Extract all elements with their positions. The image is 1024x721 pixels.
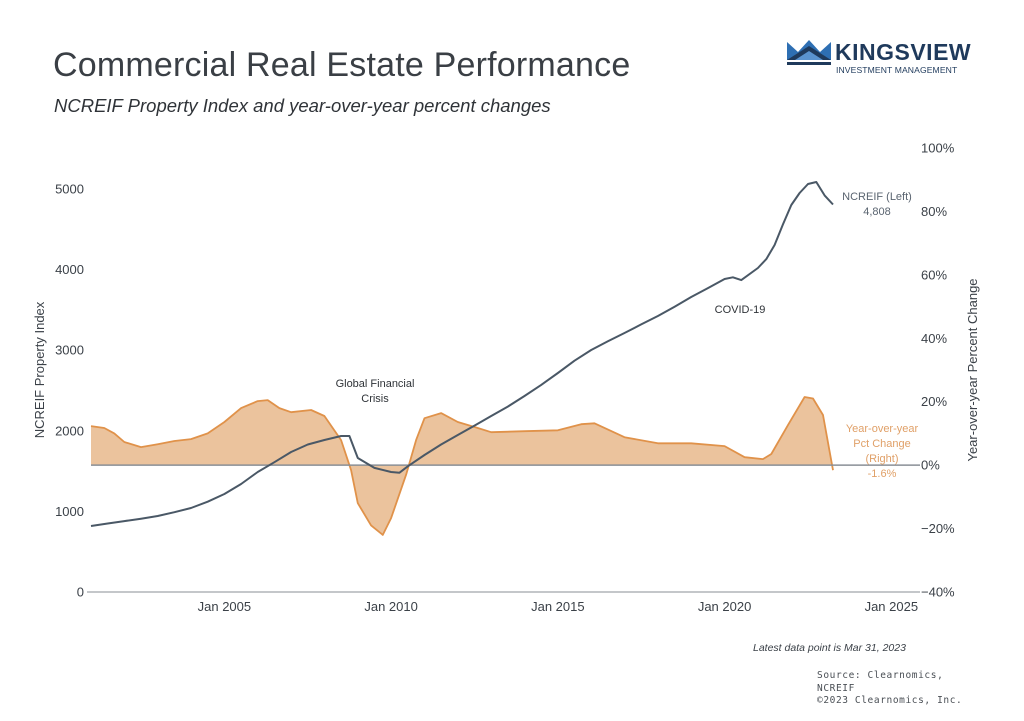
line-layer	[90, 181, 834, 527]
yoy-legend-label: (Right)	[865, 453, 898, 465]
x-tick-label: Jan 2020	[698, 599, 752, 614]
right-tick-label: 20%	[921, 394, 947, 409]
right-tick-label: 40%	[921, 331, 947, 346]
ncreif-index-line	[90, 181, 834, 527]
kingsview-logo: KINGSVIEW INVESTMENT MANAGEMENT	[787, 38, 971, 78]
left-tick-label: 0	[77, 585, 84, 600]
chart-subtitle: NCREIF Property Index and year-over-year…	[54, 95, 551, 116]
right-axis-title: Year-over-year Percent Change	[965, 278, 980, 461]
yoy-area-outline	[90, 396, 834, 536]
right-tick-label: 80%	[921, 204, 947, 219]
right-tick-label: −40%	[921, 585, 955, 600]
x-tick-label: Jan 2005	[198, 599, 252, 614]
annotation-label: Crisis	[361, 393, 389, 405]
left-tick-label: 3000	[55, 343, 84, 358]
source-line: Source: Clearnomics,	[817, 670, 944, 681]
left-tick-label: 1000	[55, 504, 84, 519]
ncreif-legend-label: NCREIF (Left)	[842, 191, 912, 203]
chart-title: Commercial Real Estate Performance	[53, 46, 631, 84]
x-tick-label: Jan 2015	[531, 599, 585, 614]
left-axis-title: NCREIF Property Index	[32, 301, 47, 438]
right-tick-label: 0%	[921, 458, 940, 473]
inline-legends: NCREIF (Left) 4,808 Year-over-year Pct Chan…	[842, 191, 918, 480]
ncreif-legend-label: 4,808	[863, 206, 891, 218]
x-axis: Jan 2005 Jan 2010 Jan 2015 Jan 2020 Jan 2025	[198, 599, 918, 614]
annotations: Global Financial Crisis COVID-19	[336, 304, 766, 405]
yoy-legend-label: Pct Change	[853, 438, 910, 450]
yoy-legend-label: Year-over-year	[846, 423, 919, 435]
area-layer	[90, 396, 834, 536]
yoy-area-fill	[91, 397, 833, 535]
crown-icon	[787, 40, 831, 65]
right-axis: −40% −20% 0% 20% 40% 60% 80% 100%	[921, 141, 955, 600]
right-tick-label: −20%	[921, 521, 955, 536]
right-tick-label: 100%	[921, 141, 955, 156]
yoy-legend-label: -1.6%	[868, 468, 897, 480]
source-line: ©2023 Clearnomics, Inc.	[817, 695, 963, 706]
left-tick-label: 4000	[55, 262, 84, 277]
source-credit: Source: Clearnomics, NCREIF ©2023 Clearn…	[817, 670, 962, 708]
right-tick-label: 60%	[921, 267, 947, 282]
left-tick-label: 5000	[55, 182, 84, 197]
logo-wordmark: KINGSVIEW	[835, 39, 972, 65]
logo-tagline: INVESTMENT MANAGEMENT	[836, 65, 958, 75]
annotation-label: COVID-19	[715, 304, 766, 316]
x-tick-label: Jan 2010	[364, 599, 418, 614]
latest-data-note: Latest data point is Mar 31, 2023	[753, 642, 906, 654]
left-axis: 0 1000 2000 3000 4000 5000	[55, 182, 84, 600]
source-line: NCREIF	[817, 682, 855, 694]
annotation-label: Global Financial	[336, 378, 415, 390]
x-tick-label: Jan 2025	[865, 599, 919, 614]
left-tick-label: 2000	[55, 423, 84, 438]
